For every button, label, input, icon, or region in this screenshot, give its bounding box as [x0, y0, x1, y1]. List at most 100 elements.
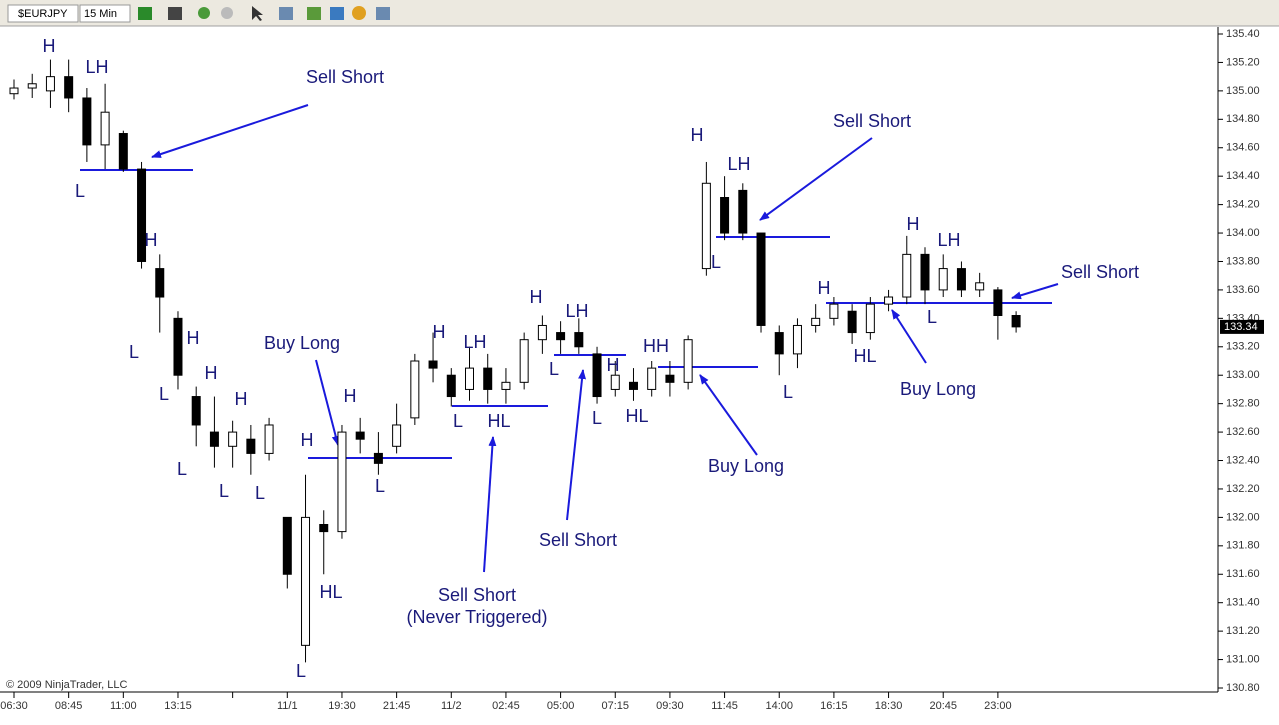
- y-tick-label: 135.40: [1226, 28, 1260, 40]
- annotation: L: [375, 476, 385, 496]
- candle-body: [884, 296, 894, 305]
- annotation: H: [691, 125, 704, 145]
- y-tick-label: 132.00: [1226, 511, 1260, 523]
- candle-body: [847, 310, 857, 334]
- candle-body: [319, 524, 329, 533]
- candle-body: [100, 111, 110, 146]
- candle-body: [264, 424, 274, 454]
- annotation: Sell Short: [1061, 262, 1139, 282]
- candle-body: [137, 168, 147, 262]
- candle-body: [993, 289, 1003, 317]
- candle-body: [246, 438, 256, 454]
- annotation: L: [296, 661, 306, 681]
- annotation: HL: [319, 582, 342, 602]
- y-tick-label: 131.80: [1226, 540, 1260, 552]
- x-tick-label: 07:15: [601, 700, 629, 712]
- annotation: (Never Triggered): [406, 607, 547, 627]
- candle-body: [902, 253, 912, 298]
- candle-body: [27, 83, 37, 89]
- y-tick-label: 133.60: [1226, 284, 1260, 296]
- x-tick-label: 08:45: [55, 700, 83, 712]
- annotation: L: [549, 359, 559, 379]
- candle-body: [301, 516, 311, 646]
- candle-body: [446, 374, 456, 398]
- annotation: L: [129, 342, 139, 362]
- annotation: HL: [625, 406, 648, 426]
- candle-body: [64, 76, 74, 99]
- y-tick-label: 135.00: [1226, 85, 1260, 97]
- annotation: Sell Short: [306, 67, 384, 87]
- x-tick-label: 11/2: [441, 700, 462, 712]
- candle-body: [683, 339, 693, 383]
- arrow: [483, 436, 497, 573]
- arrow: [315, 359, 340, 446]
- x-tick-label: 18:30: [875, 700, 903, 712]
- y-tick-label: 135.20: [1226, 56, 1260, 68]
- candle-body: [920, 253, 930, 291]
- candle-body: [428, 360, 438, 369]
- annotation: L: [159, 384, 169, 404]
- toolbar-icons[interactable]: [138, 6, 390, 21]
- annotation: LH: [565, 301, 588, 321]
- y-tick-label: 134.80: [1226, 113, 1260, 125]
- x-tick-label: 14:00: [765, 700, 793, 712]
- x-tick-label: 09:30: [656, 700, 684, 712]
- candle-body: [483, 367, 493, 390]
- candle-body: [282, 516, 292, 575]
- candle-body: [9, 87, 19, 95]
- candle-body: [628, 381, 638, 390]
- annotation: H: [907, 214, 920, 234]
- annotation: L: [711, 252, 721, 272]
- x-tick-label: 11:45: [711, 700, 738, 712]
- copyright: © 2009 NinjaTrader, LLC: [6, 679, 127, 691]
- annotation: LH: [937, 230, 960, 250]
- x-tick-label: 13:15: [164, 700, 192, 712]
- y-tick-label: 131.00: [1226, 653, 1260, 665]
- y-tick-label: 134.20: [1226, 199, 1260, 211]
- candle-body: [465, 367, 474, 390]
- candle-body: [410, 360, 420, 419]
- arrow: [566, 369, 587, 521]
- candle-body: [1011, 315, 1021, 328]
- candle-body: [519, 339, 529, 383]
- candle-body: [865, 303, 875, 334]
- candle-body: [574, 332, 584, 348]
- annotation: Sell Short: [539, 530, 617, 550]
- annotation: H: [187, 328, 200, 348]
- y-tick-label: 132.60: [1226, 426, 1260, 438]
- candle-body: [118, 133, 128, 170]
- candle-body: [537, 324, 547, 341]
- annotation: Buy Long: [708, 456, 784, 476]
- x-tick-label: 23:00: [984, 700, 1012, 712]
- annotation: LH: [85, 57, 108, 77]
- annotation: HH: [643, 336, 669, 356]
- interval-selector[interactable]: [79, 4, 131, 23]
- arrows: [151, 104, 1059, 573]
- arrow: [699, 374, 758, 456]
- y-tick-label: 134.60: [1226, 142, 1260, 154]
- y-tick-label: 134.00: [1226, 227, 1260, 239]
- annotation: L: [177, 459, 187, 479]
- y-tick-label: 133.80: [1226, 255, 1260, 267]
- annotation: L: [453, 411, 463, 431]
- annotation: LH: [727, 154, 750, 174]
- y-tick-label: 131.20: [1226, 625, 1260, 637]
- candle-body: [228, 431, 238, 447]
- symbol: $EURJPY: [18, 8, 68, 20]
- y-tick-label: 132.20: [1226, 483, 1260, 495]
- symbol-selector[interactable]: [7, 4, 79, 23]
- y-tick-label: 133.00: [1226, 369, 1260, 381]
- annotation: H: [344, 386, 357, 406]
- y-tick-label: 134.40: [1226, 170, 1260, 182]
- annotation: H: [530, 287, 543, 307]
- annotation: Buy Long: [900, 379, 976, 399]
- plot-area: [0, 27, 1218, 692]
- arrow: [759, 137, 873, 221]
- toolbar: [0, 0, 1279, 26]
- last-price-label: 133.34: [1224, 321, 1258, 333]
- candle-body: [45, 76, 55, 92]
- x-tick-label: 21:45: [383, 700, 411, 712]
- annotation: H: [301, 430, 314, 450]
